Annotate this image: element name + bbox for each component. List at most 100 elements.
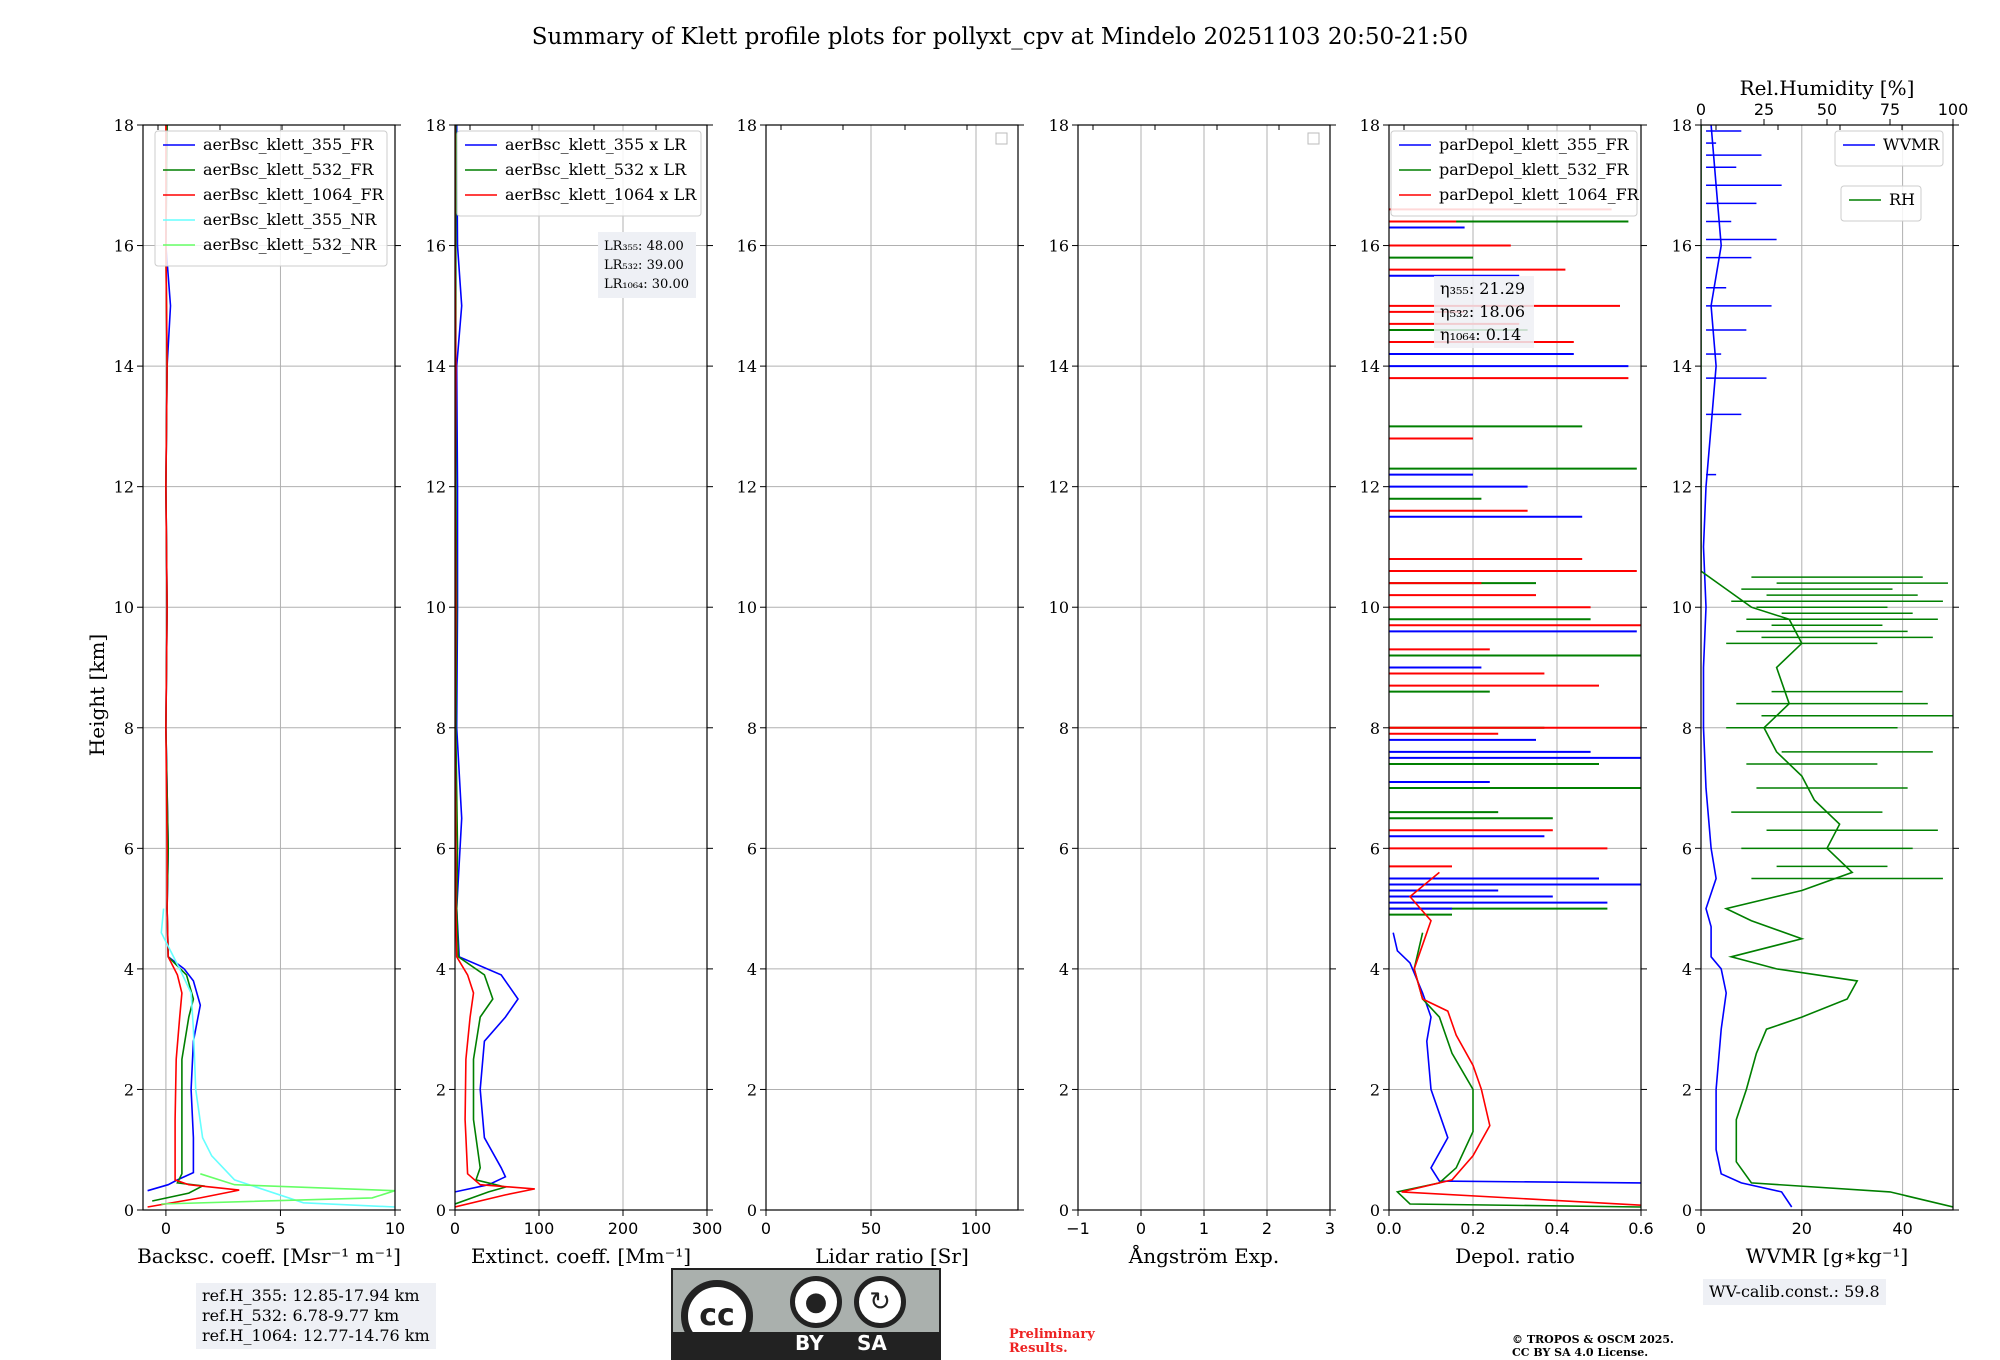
eta-annotation: η₃₅₅: 21.29 [1440, 279, 1525, 298]
plot-area [147, 125, 395, 1208]
axes-frame [1388, 124, 1642, 1211]
y-tick-label: 4 [124, 960, 134, 979]
y-tick-label: 0 [1682, 1201, 1692, 1220]
y-tick-label: 18 [1672, 116, 1692, 135]
legend-label: aerBsc_klett_532_NR [203, 235, 377, 254]
legend-label: WVMR [1883, 135, 1940, 154]
plot-area [455, 125, 535, 1208]
wv-calib-box: WV-calib.const.: 59.8 [1703, 1279, 1886, 1305]
y-tick-label: 8 [124, 719, 134, 738]
y-tick-label: 2 [1370, 1080, 1380, 1099]
x-tick-label: 0 [161, 1219, 171, 1238]
top-x-tick-label: 25 [1754, 100, 1774, 119]
series-parDepol_klett_532_FR [1395, 932, 1641, 1208]
x-tick-label: 50 [861, 1219, 881, 1238]
x-axis-label: Depol. ratio [1455, 1244, 1575, 1268]
cc-sa-label: SA [857, 1331, 887, 1355]
top-x-axis-label: Rel.Humidity [%] [1740, 76, 1915, 100]
ref-height-355: ref.H_355: 12.85-17.94 km [202, 1286, 420, 1305]
x-tick-label: 3 [1325, 1219, 1335, 1238]
figure-title: Summary of Klett profile plots for polly… [532, 24, 1468, 50]
x-tick-label: 20 [1792, 1219, 1812, 1238]
ref-height-1064: ref.H_1064: 12.77-14.76 km [202, 1326, 430, 1345]
lr-annotation-box [598, 232, 696, 298]
x-tick-label: 5 [275, 1219, 285, 1238]
x-tick-label: 0 [761, 1219, 771, 1238]
panel-depol: 0 2 4 6 8 10 12 14 16 18 0.0 0.2 0.4 0.6 Depol. ratio p… [1360, 116, 1654, 1268]
series-RH [1701, 125, 1953, 1208]
x-axis-label: Lidar ratio [Sr] [815, 1244, 969, 1268]
legend-label: parDepol_klett_355_FR [1439, 135, 1630, 154]
y-tick-label: 2 [1682, 1080, 1692, 1099]
y-tick-label: 18 [737, 116, 757, 135]
y-tick-label: 14 [1360, 357, 1380, 376]
y-tick-label: 8 [747, 719, 757, 738]
y-tick-label: 8 [436, 719, 446, 738]
y-tick-label: 6 [1370, 839, 1380, 858]
top-x-tick-label: 75 [1880, 100, 1900, 119]
y-tick-label: 0 [436, 1201, 446, 1220]
legend-label: aerBsc_klett_1064_FR [203, 185, 385, 204]
x-tick-label: 200 [608, 1219, 639, 1238]
y-tick-label: 2 [124, 1080, 134, 1099]
series-aerBsc_klett_355_NR [160, 908, 395, 1208]
cc-by-label: BY [795, 1331, 824, 1355]
preliminary-line-2: Results. [1009, 1341, 1068, 1356]
series-WVMR [1702, 125, 1793, 1208]
y-tick-label: 18 [1360, 116, 1380, 135]
legend-box [456, 130, 702, 217]
copyright-line-1: © TROPOS & OSCM 2025. [1512, 1333, 1674, 1346]
lr-annotation: LR₁₀₆₄: 30.00 [604, 277, 689, 292]
y-tick-label: 18 [426, 116, 446, 135]
y-tick-label: 2 [747, 1080, 757, 1099]
y-tick-label: 14 [1672, 357, 1692, 376]
y-tick-label: 14 [1049, 357, 1069, 376]
x-tick-label: −1 [1066, 1219, 1090, 1238]
y-tick-label: 12 [737, 478, 757, 497]
cc-license-badge: cc ● ↻ BY SA [671, 1268, 941, 1360]
x-tick-label: 100 [524, 1219, 555, 1238]
y-tick-label: 6 [124, 839, 134, 858]
y-tick-label: 0 [1370, 1201, 1380, 1220]
y-tick-label: 8 [1682, 719, 1692, 738]
lr-annotation: LR₃₅₅: 48.00 [604, 239, 684, 254]
y-tick-label: 16 [114, 237, 134, 256]
y-tick-label: 4 [436, 960, 446, 979]
x-axis-label: Extinct. coeff. [Mm⁻¹] [471, 1244, 691, 1268]
y-tick-label: 0 [124, 1201, 134, 1220]
cc-bar [673, 1332, 939, 1358]
x-axis-label: WVMR [g∗kg⁻¹] [1746, 1244, 1908, 1268]
x-tick-label: 1 [1199, 1219, 1209, 1238]
y-tick-label: 10 [426, 598, 446, 617]
axes-frame [454, 124, 708, 1211]
y-tick-label: 0 [1059, 1201, 1069, 1220]
legend-label: RH [1889, 190, 1915, 209]
series-aerBsc_klett_532 x LR [455, 125, 509, 1205]
preliminary-line-1: Preliminary [1009, 1327, 1095, 1342]
x-axis-label: Backsc. coeff. [Msr⁻¹ m⁻¹] [137, 1244, 401, 1268]
y-tick-label: 16 [1672, 237, 1692, 256]
y-tick-label: 8 [1370, 719, 1380, 738]
x-tick-label: 300 [692, 1219, 723, 1238]
y-axis-label: Height [km] [85, 634, 109, 756]
y-tick-label: 16 [1049, 237, 1069, 256]
eta-annotation: η₁₀₆₄: 0.14 [1440, 325, 1521, 344]
panel-lidar_ratio: 0 2 4 6 8 10 12 14 16 18 0 50 100 Lidar ratio [Sr] [737, 116, 1024, 1268]
y-tick-label: 6 [1682, 839, 1692, 858]
plot-area [1389, 208, 1641, 1208]
person-icon: ● [790, 1276, 842, 1328]
x-tick-label: 0.2 [1460, 1219, 1485, 1238]
x-tick-label: 0 [1696, 1219, 1706, 1238]
legend-box [1834, 130, 1944, 167]
y-tick-label: 16 [426, 237, 446, 256]
axes-frame [765, 124, 1019, 1211]
y-tick-label: 4 [747, 960, 757, 979]
series-parDepol_klett_355_FR [1392, 932, 1641, 1184]
preliminary-note: Preliminary Results. [1009, 1328, 1095, 1356]
empty-legend-box [995, 132, 1008, 145]
copyright-note: © TROPOS & OSCM 2025. CC BY SA 4.0 Licen… [1512, 1333, 1674, 1359]
y-tick-label: 0 [747, 1201, 757, 1220]
plot-area [1701, 125, 1953, 1208]
y-tick-label: 6 [1059, 839, 1069, 858]
